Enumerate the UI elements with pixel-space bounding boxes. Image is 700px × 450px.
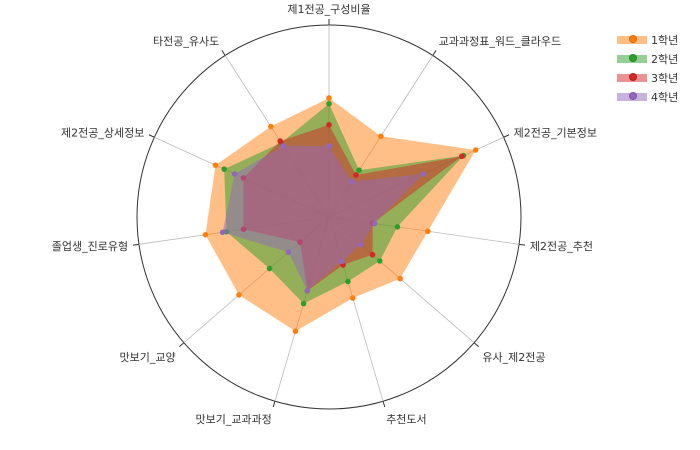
axis-label: 제2전공_추천 (530, 239, 593, 253)
data-point (236, 292, 242, 298)
axis-label: 교과과정표_워드_클라우드 (439, 35, 561, 48)
data-point (358, 241, 364, 248)
data-point (376, 258, 383, 264)
axis-label: 제2전공_상세정보 (61, 127, 144, 140)
legend-marker (629, 53, 637, 62)
data-point (277, 138, 284, 144)
axis-label: 맛보기_교과과정 (195, 413, 271, 426)
legend-item[interactable]: 4학년 (617, 87, 678, 106)
data-point (349, 178, 355, 185)
legend-label: 4학년 (651, 90, 679, 104)
radar-tick (179, 342, 185, 348)
data-point (221, 166, 228, 172)
radar-tick (132, 243, 140, 246)
series-4 (219, 143, 427, 294)
data-point (219, 229, 226, 236)
axis-labels: 제1전공_구성비율교과과정표_워드_클라우드제2전공_기본정보제2전공_추천유사… (52, 3, 597, 426)
data-point (353, 172, 359, 178)
data-point (326, 100, 332, 107)
axis-label: 제1전공_구성비율 (287, 3, 370, 16)
data-point (425, 228, 431, 235)
radar-tick (272, 401, 276, 408)
data-point (202, 231, 209, 238)
radar-tick (432, 50, 437, 56)
legend-item[interactable]: 2학년 (617, 49, 678, 68)
legend-marker (629, 72, 637, 81)
axis-label: 맛보기_교양 (119, 351, 175, 364)
data-point (280, 143, 287, 149)
radar-tick (503, 134, 510, 138)
legend-item[interactable]: 1학년 (617, 30, 678, 49)
data-point (350, 295, 356, 301)
data-point (458, 153, 465, 160)
data-point (300, 300, 307, 307)
data-point (420, 171, 427, 177)
data-point (369, 251, 376, 258)
axis-label: 유사_제2전공 (482, 351, 545, 364)
legend-marker (629, 91, 637, 100)
radar-tick (148, 134, 155, 138)
data-point (212, 162, 219, 168)
radar-series-layer (202, 95, 479, 335)
series-area (222, 145, 424, 291)
legend-swatch (617, 53, 647, 63)
data-point (378, 133, 384, 140)
data-point (326, 143, 332, 149)
radar-tick (221, 50, 226, 56)
radar-tick (518, 243, 526, 246)
axis-label: 제2전공_기본정보 (514, 127, 597, 140)
legend-label: 2학년 (651, 52, 679, 66)
data-point (326, 122, 332, 128)
data-point (292, 328, 299, 335)
legend-label: 3학년 (651, 71, 679, 85)
radar-tick (382, 401, 386, 408)
data-point (472, 147, 479, 153)
data-point (266, 265, 273, 272)
legend-swatch (617, 91, 647, 101)
data-point (268, 123, 274, 130)
legend: 1학년 2학년 3학년 4학년 (617, 30, 678, 106)
legend-swatch (617, 72, 647, 82)
radar-tick (473, 342, 479, 348)
data-point (345, 278, 351, 285)
data-point (371, 220, 378, 227)
axis-label: 타전공_유사도 (153, 35, 219, 48)
data-point (304, 287, 311, 294)
axis-label: 졸업생_진로유형 (52, 240, 128, 253)
legend-item[interactable]: 3학년 (617, 68, 678, 87)
data-point (231, 171, 238, 177)
legend-label: 1학년 (651, 33, 679, 47)
data-point (339, 258, 345, 265)
data-point (397, 275, 403, 282)
data-point (326, 95, 332, 101)
axis-label: 추천도서 (386, 412, 426, 426)
legend-marker (629, 34, 637, 43)
data-point (394, 224, 401, 230)
data-point (356, 167, 362, 173)
legend-swatch (617, 34, 647, 44)
data-point (285, 249, 292, 256)
